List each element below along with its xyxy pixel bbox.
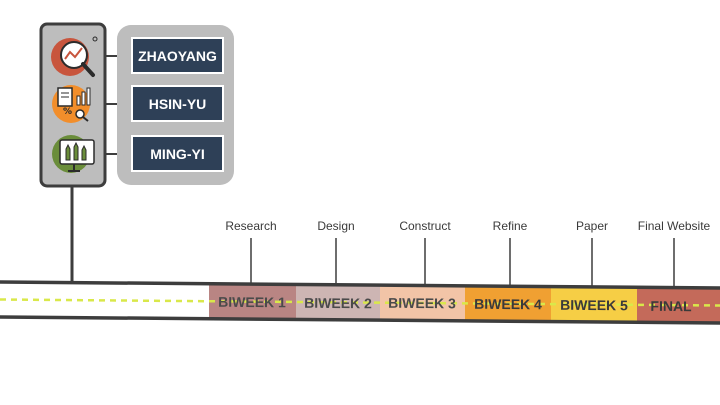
member-box-1: ZHAOYANG bbox=[131, 37, 224, 74]
phase-label: Paper bbox=[576, 219, 608, 233]
phase-research: Research bbox=[225, 219, 277, 283]
final-label: FINAL bbox=[650, 298, 692, 314]
svg-text:%: % bbox=[63, 107, 72, 117]
phase-paper: Paper bbox=[576, 219, 608, 286]
biweek-1-segment bbox=[209, 283, 296, 320]
member-box-2: HSIN-YU bbox=[131, 85, 224, 122]
member-name: MING-YI bbox=[150, 146, 204, 162]
phase-construct: Construct bbox=[399, 219, 451, 284]
biweek-2-label: BIWEEK 2 bbox=[304, 295, 372, 312]
biweek-3-label: BIWEEK 3 bbox=[388, 295, 456, 312]
timeline-bottom-border bbox=[0, 315, 720, 325]
phase-label: Research bbox=[225, 219, 276, 233]
biweek-4-label: BIWEEK 4 bbox=[474, 296, 542, 313]
magnifier-chart-icon bbox=[51, 36, 98, 77]
member-name: ZHAOYANG bbox=[138, 48, 217, 64]
phase-label: Final Website bbox=[638, 219, 711, 233]
monitor-pencils-icon bbox=[52, 135, 95, 173]
biweek-1-label: BIWEEK 1 bbox=[218, 294, 286, 311]
documents-percent-icon: % bbox=[52, 85, 91, 123]
phase-refine: Refine bbox=[493, 219, 528, 285]
phase-label: Refine bbox=[493, 219, 528, 233]
member-name: HSIN-YU bbox=[149, 96, 207, 112]
member-box-3: MING-YI bbox=[131, 135, 224, 172]
biweek-5-label: BIWEEK 5 bbox=[560, 297, 628, 314]
phase-final-website: Final Website bbox=[638, 219, 711, 287]
phase-design: Design bbox=[317, 219, 355, 283]
biweek-2-segment bbox=[296, 284, 380, 321]
timeline-top-border bbox=[0, 280, 720, 290]
phase-label: Design bbox=[317, 219, 354, 233]
phase-label: Construct bbox=[399, 219, 451, 233]
final-segment bbox=[637, 287, 720, 323]
